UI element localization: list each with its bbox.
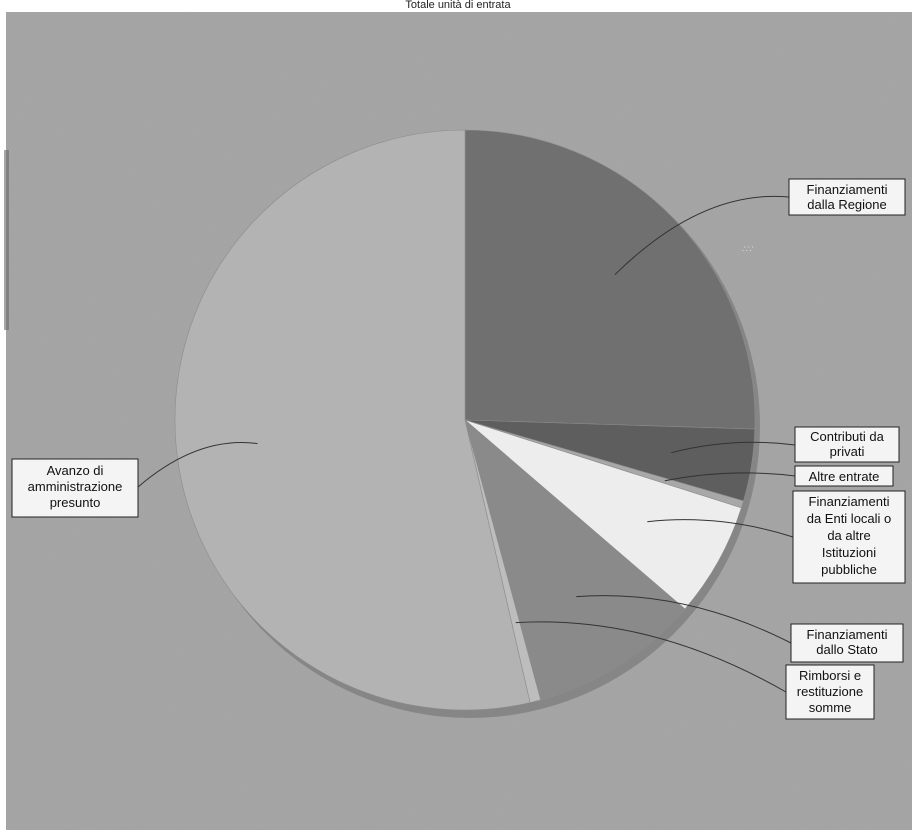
leader-line-5 (515, 621, 787, 693)
slice-label-rimborsi: Rimborsi e restituzione somme (797, 668, 863, 715)
label-altre: Altre entrate (794, 465, 894, 487)
slice-label-altre: Altre entrate (809, 469, 880, 484)
label-rimborsi: Rimborsi e restituzione somme (785, 664, 875, 720)
leader-line-1 (671, 441, 796, 454)
chart-title: Totale unità di entrata (405, 0, 511, 11)
leader-line-6 (137, 442, 258, 488)
label-privati: Contributi da privati (794, 426, 900, 463)
pie-slice-4 (464, 419, 686, 701)
pie-slice-0 (464, 129, 756, 430)
slice-label-regione: Finanziamenti dalla Regione (807, 182, 888, 212)
leader-line-3 (647, 519, 794, 538)
scan-artefact: ∴∵ (742, 244, 754, 254)
leader-line-4 (576, 595, 792, 644)
label-avanzo: Avanzo di amministrazione presunto (11, 458, 139, 518)
slice-label-avanzo: Avanzo di amministrazione presunto (28, 463, 123, 510)
pie-slices (174, 129, 756, 711)
label-stato: Finanziamenti dallo Stato (790, 623, 904, 663)
pie-slice-6 (174, 129, 531, 711)
pie-slice-3 (464, 419, 742, 610)
label-regione: Finanziamenti dalla Regione (788, 178, 906, 216)
slice-label-stato: Finanziamenti dallo Stato (807, 627, 888, 657)
label-enti: Finanziamenti da Enti locali o da altre Ist… (792, 490, 906, 584)
scan-edge (4, 150, 9, 330)
slice-label-privati: Contributi da privati (810, 429, 884, 459)
leader-line-2 (664, 472, 796, 482)
leader-line-0 (614, 195, 790, 276)
slice-label-enti: Finanziamenti da Enti locali o da altre Ist… (807, 494, 892, 577)
leader-lines (137, 195, 796, 693)
